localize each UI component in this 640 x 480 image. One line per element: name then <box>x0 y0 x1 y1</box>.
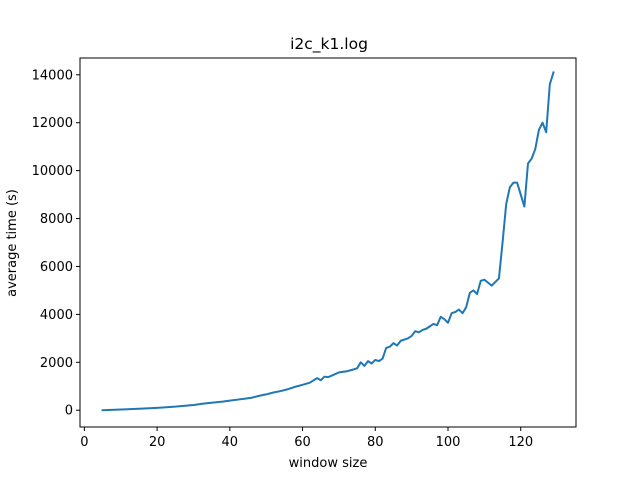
x-axis-ticks: 0 20 40 60 80 100 120 <box>80 427 533 450</box>
axes-frame <box>79 57 577 428</box>
y-tick-label: 10000 <box>32 164 73 179</box>
plot-area <box>79 57 577 428</box>
x-tick-label: 80 <box>367 435 384 450</box>
y-tick-label: 14000 <box>32 68 73 83</box>
chart-title: i2c_k1.log <box>290 35 368 54</box>
x-tick-label: 100 <box>436 435 461 450</box>
x-axis-label: window size <box>289 456 368 471</box>
x-tick-label: 120 <box>508 435 533 450</box>
y-axis-ticks: 0 2000 4000 6000 8000 10000 12000 14000 <box>32 68 80 419</box>
series-line-0 <box>101 71 555 412</box>
y-tick-label: 2000 <box>40 356 73 371</box>
x-tick-label: 0 <box>80 435 88 450</box>
x-tick-label: 60 <box>294 435 311 450</box>
y-tick-label: 6000 <box>40 260 73 275</box>
y-tick-label: 8000 <box>40 212 73 227</box>
y-tick-label: 0 <box>65 404 73 419</box>
y-tick-label: 12000 <box>32 116 73 131</box>
x-tick-label: 40 <box>222 435 239 450</box>
x-tick-label: 20 <box>149 435 166 450</box>
y-tick-label: 4000 <box>40 308 73 323</box>
y-axis-label: average time (s) <box>5 189 20 297</box>
